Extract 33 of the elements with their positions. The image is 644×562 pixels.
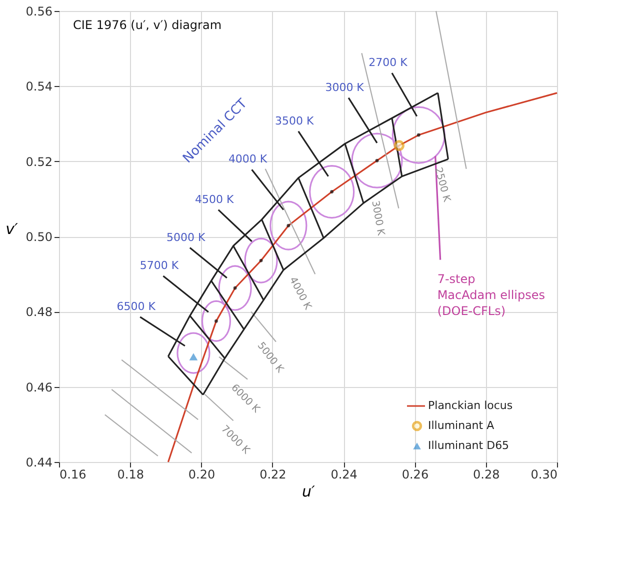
annotation: 5000 K [166,230,206,244]
annotation: CIE 1976 (u′, v′) diagram [73,18,222,32]
legend-label: Planckian locus [428,399,513,412]
annotation: 6500 K [116,300,156,313]
y-tick-label: 0.48 [26,305,52,320]
legend-label: Illuminant A [428,419,495,432]
annotation: 5700 K [140,258,180,272]
y-tick-label: 0.50 [26,230,52,244]
annotation: 7-step MacAdam ellipses (DOE-CFLs) [437,272,545,318]
y-tick-label: 0.56 [26,4,52,18]
annotation: 3500 K [275,114,315,128]
legend-label: Illuminant D65 [428,439,510,452]
y-axis-title: v′ [6,220,19,238]
y-tick-label: 0.44 [26,456,52,470]
x-axis-title: u′ [302,482,316,500]
y-tick-label: 0.52 [26,154,52,169]
x-tick-label: 0.18 [117,468,144,482]
x-tick-label: 0.24 [330,468,358,482]
y-tick-label: 0.46 [26,380,52,394]
x-tick-label: 0.22 [260,468,286,482]
annotation: 4500 K [195,192,234,206]
x-tick-label: 0.20 [188,468,216,482]
annotation: 3000 K [369,200,386,237]
x-tick-label: 0.26 [402,468,429,482]
x-tick-label: 0.30 [530,468,558,482]
x-tick-label: 0.16 [60,468,86,482]
annotation: 4000 K [286,275,314,312]
y-tick-label: 0.54 [26,80,52,94]
annotation: 4000 K [228,152,268,166]
annotation: 3000 K [325,80,365,94]
x-tick-label: 0.28 [473,468,500,482]
annotation: 2500 K [432,166,452,204]
annotation: 2700 K [368,56,408,70]
